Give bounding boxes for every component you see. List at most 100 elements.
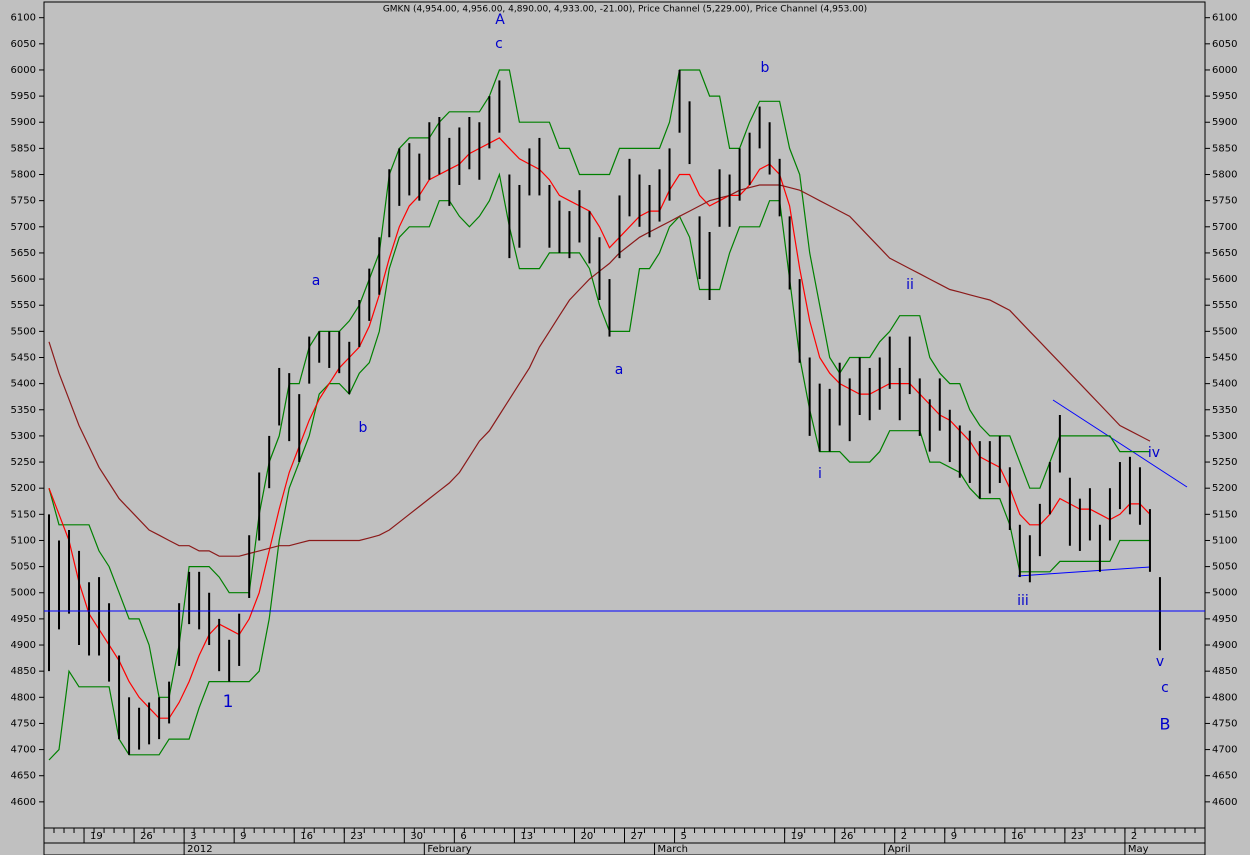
month-label: April [888,844,911,855]
y-tick-label: 4900 [1212,640,1237,651]
x-tick-label: 23 [350,831,363,842]
month-label: 2012 [187,844,212,855]
y-tick-label: 5050 [1212,562,1237,573]
y-tick-label: 4650 [1212,771,1237,782]
y-tick-label: 5000 [11,588,36,599]
x-tick-label: 2 [1131,831,1137,842]
wave-labels: A c b a b 1 a ii i iii iv v c B [223,12,1171,734]
x-tick-label: 6 [460,831,466,842]
indicator-line [48,69,1150,698]
y-tick-label: 5150 [1212,509,1237,520]
x-tick-label: 23 [1071,831,1084,842]
y-tick-label: 5050 [11,562,36,573]
y-tick-label: 5700 [11,222,36,233]
y-tick-label: 4800 [1212,692,1237,703]
x-tick-label: 26 [140,831,153,842]
y-tick-label: 5000 [1212,588,1237,599]
y-tick-label: 5600 [1212,274,1237,285]
indicator-line [48,172,1150,761]
y-tick-label: 4600 [11,797,36,808]
y-tick-label: 4700 [11,745,36,756]
wave-label: B [1160,715,1171,734]
y-tick-label: 5850 [1212,143,1237,154]
month-label: May [1128,844,1149,855]
x-tick-label: 5 [681,831,687,842]
y-tick-label: 5100 [11,535,36,546]
wave-label: A [495,12,505,28]
indicator-line [48,137,1151,719]
x-tick-label: 2 [901,831,907,842]
y-tick-label: 5250 [1212,457,1237,468]
y-tick-label: 5450 [1212,352,1237,363]
wave-label: v [1156,654,1164,670]
wave-label: iv [1148,445,1160,461]
wave-label: iii [1017,593,1029,609]
x-tick-label: 16 [300,831,313,842]
chart-title: GMKN (4,954.00, 4,956.00, 4,890.00, 4,93… [383,5,867,15]
y-tick-label: 5750 [1212,196,1237,207]
y-tick-label: 4600 [1212,797,1237,808]
y-tick-label: 5800 [11,170,36,181]
wave-label: c [1161,680,1169,696]
wave-label: b [359,420,368,436]
y-tick-label: 6050 [1212,39,1237,50]
y-tick-label: 5350 [11,405,36,416]
y-tick-label: 5650 [1212,248,1237,259]
y-tick-label: 5200 [1212,483,1237,494]
x-tick-label: 30 [410,831,423,842]
y-tick-label: 5400 [11,379,36,390]
y-tick-label: 5300 [1212,431,1237,442]
wave-label: i [818,466,822,482]
y-tick-label: 5650 [11,248,36,259]
y-tick-label: 5850 [11,143,36,154]
x-tick-label: 9 [951,831,957,842]
y-tick-label: 5600 [11,274,36,285]
y-tick-label: 6100 [1212,13,1237,24]
y-tick-label: 4750 [1212,718,1237,729]
plot-frame [43,1,1206,829]
y-tick-label: 4750 [11,718,36,729]
wave-label: 1 [223,692,234,712]
y-tick-label: 5950 [11,91,36,102]
wave-label: c [495,36,503,52]
y-tick-label: 5200 [11,483,36,494]
y-tick-label: 4850 [11,666,36,677]
wave-label: a [615,362,624,378]
y-tick-label: 6050 [11,39,36,50]
y-tick-label: 5450 [11,352,36,363]
y-tick-label: 5400 [1212,379,1237,390]
y-tick-label: 5550 [1212,300,1237,311]
y-tick-label: 5550 [11,300,36,311]
y-tick-label: 6000 [1212,65,1237,76]
y-tick-label: 4950 [1212,614,1237,625]
y-tick-label: 5900 [1212,117,1237,128]
y-tick-label: 4700 [1212,745,1237,756]
wave-label: ii [906,277,914,293]
month-label: March [658,844,688,855]
trendline [1052,399,1188,488]
y-tick-label: 5500 [11,326,36,337]
y-tick-label: 5100 [1212,535,1237,546]
y-tick-label: 4950 [11,614,36,625]
y-tick-label: 4650 [11,771,36,782]
trendline [1017,566,1151,577]
month-label: February [427,844,471,855]
y-tick-label: 4850 [1212,666,1237,677]
x-tick-label: 9 [240,831,246,842]
y-tick-label: 5750 [11,196,36,207]
y-tick-label: 5500 [1212,326,1237,337]
x-tick-label: 16 [1011,831,1024,842]
y-tick-label: 6000 [11,65,36,76]
y-tick-label: 5900 [11,117,36,128]
x-tick-label: 27 [631,831,644,842]
y-tick-label: 5950 [1212,91,1237,102]
x-tick-label: 19 [791,831,804,842]
y-tick-label: 5350 [1212,405,1237,416]
y-tick-label: 4900 [11,640,36,651]
wave-label: b [761,60,770,76]
x-tick-label: 3 [190,831,196,842]
y-tick-label: 5150 [11,509,36,520]
y-tick-label: 5800 [1212,170,1237,181]
